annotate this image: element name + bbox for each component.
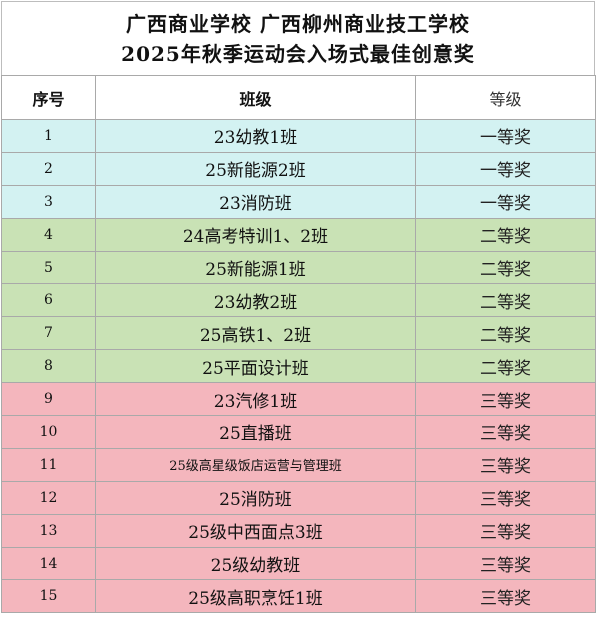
table-row: 10 25直播班 三等奖 [1,415,596,449]
row-number: 1 [1,119,96,153]
row-number: 13 [1,513,96,548]
table-row: 14 25级幼教班 三等奖 [1,546,596,581]
row-award-grade: 二等奖 [415,316,596,351]
table-row: 2 25新能源2班 一等奖 [1,151,596,186]
row-number: 8 [1,349,96,384]
row-award-grade: 三等奖 [415,480,596,515]
row-number: 5 [1,250,96,285]
row-award-grade: 三等奖 [415,415,596,449]
header-num: 序号 [1,75,96,120]
row-number: 10 [1,415,96,449]
header-grade: 等级 [415,75,596,120]
row-award-grade: 三等奖 [415,513,596,548]
title-line-2: 2025年秋季运动会入场式最佳创意奖 [121,41,475,66]
award-table: 序号 班级 等级 1 23幼教1班 一等奖 2 25新能源2班 一等奖 3 23消防班 一等奖 4… [1,75,596,614]
table-row: 5 25新能源1班 二等奖 [1,250,596,285]
table-row: 12 25消防班 三等奖 [1,480,596,515]
row-number: 2 [1,151,96,186]
row-award-grade: 一等奖 [415,151,596,186]
row-class-name: 25消防班 [95,480,416,515]
table-row: 9 23汽修1班 三等奖 [1,382,596,417]
row-class-name: 24高考特训1、2班 [95,217,416,252]
table-row: 15 25级高职烹饪1班 三等奖 [1,579,596,614]
row-class-name: 25新能源1班 [95,250,416,285]
table-row: 7 25高铁1、2班 二等奖 [1,316,596,351]
table-row: 13 25级中西面点3班 三等奖 [1,513,596,548]
row-award-grade: 三等奖 [415,546,596,581]
row-class-name: 25平面设计班 [95,349,416,384]
row-award-grade: 三等奖 [415,447,596,482]
row-class-name: 25级高职烹饪1班 [95,579,416,614]
header-class: 班级 [95,75,416,120]
row-class-name: 25高铁1、2班 [95,316,416,351]
table-row: 6 23幼教2班 二等奖 [1,283,596,318]
row-class-name: 25直播班 [95,415,416,449]
row-number: 11 [1,447,96,482]
row-award-grade: 三等奖 [415,382,596,417]
row-number: 6 [1,283,96,318]
row-number: 4 [1,217,96,252]
row-class-name: 25级中西面点3班 [95,513,416,548]
title-line-1: 广西商业学校 广西柳州商业技工学校 [126,11,470,36]
row-class-name: 25级高星级饭店运营与管理班 [95,447,416,482]
row-number: 3 [1,184,96,219]
row-award-grade: 二等奖 [415,349,596,384]
row-class-name: 23消防班 [95,184,416,219]
table-row: 8 25平面设计班 二等奖 [1,349,596,384]
row-number: 14 [1,546,96,581]
row-class-name: 23汽修1班 [95,382,416,417]
row-number: 15 [1,579,96,614]
row-class-name: 25新能源2班 [95,151,416,186]
row-award-grade: 二等奖 [415,217,596,252]
row-number: 7 [1,316,96,351]
table-row: 1 23幼教1班 一等奖 [1,119,596,153]
row-award-grade: 三等奖 [415,579,596,614]
header-row: 序号 班级 等级 [1,75,596,120]
table-row: 3 23消防班 一等奖 [1,184,596,219]
row-number: 12 [1,480,96,515]
row-number: 9 [1,382,96,417]
row-class-name: 23幼教1班 [95,119,416,153]
row-award-grade: 二等奖 [415,283,596,318]
row-class-name: 23幼教2班 [95,283,416,318]
row-award-grade: 一等奖 [415,119,596,153]
table-row: 11 25级高星级饭店运营与管理班 三等奖 [1,447,596,482]
row-award-grade: 二等奖 [415,250,596,285]
row-class-name: 25级幼教班 [95,546,416,581]
table-row: 4 24高考特训1、2班 二等奖 [1,217,596,252]
sheet-title: 广西商业学校 广西柳州商业技工学校 2025年秋季运动会入场式最佳创意奖 [1,1,595,75]
row-award-grade: 一等奖 [415,184,596,219]
